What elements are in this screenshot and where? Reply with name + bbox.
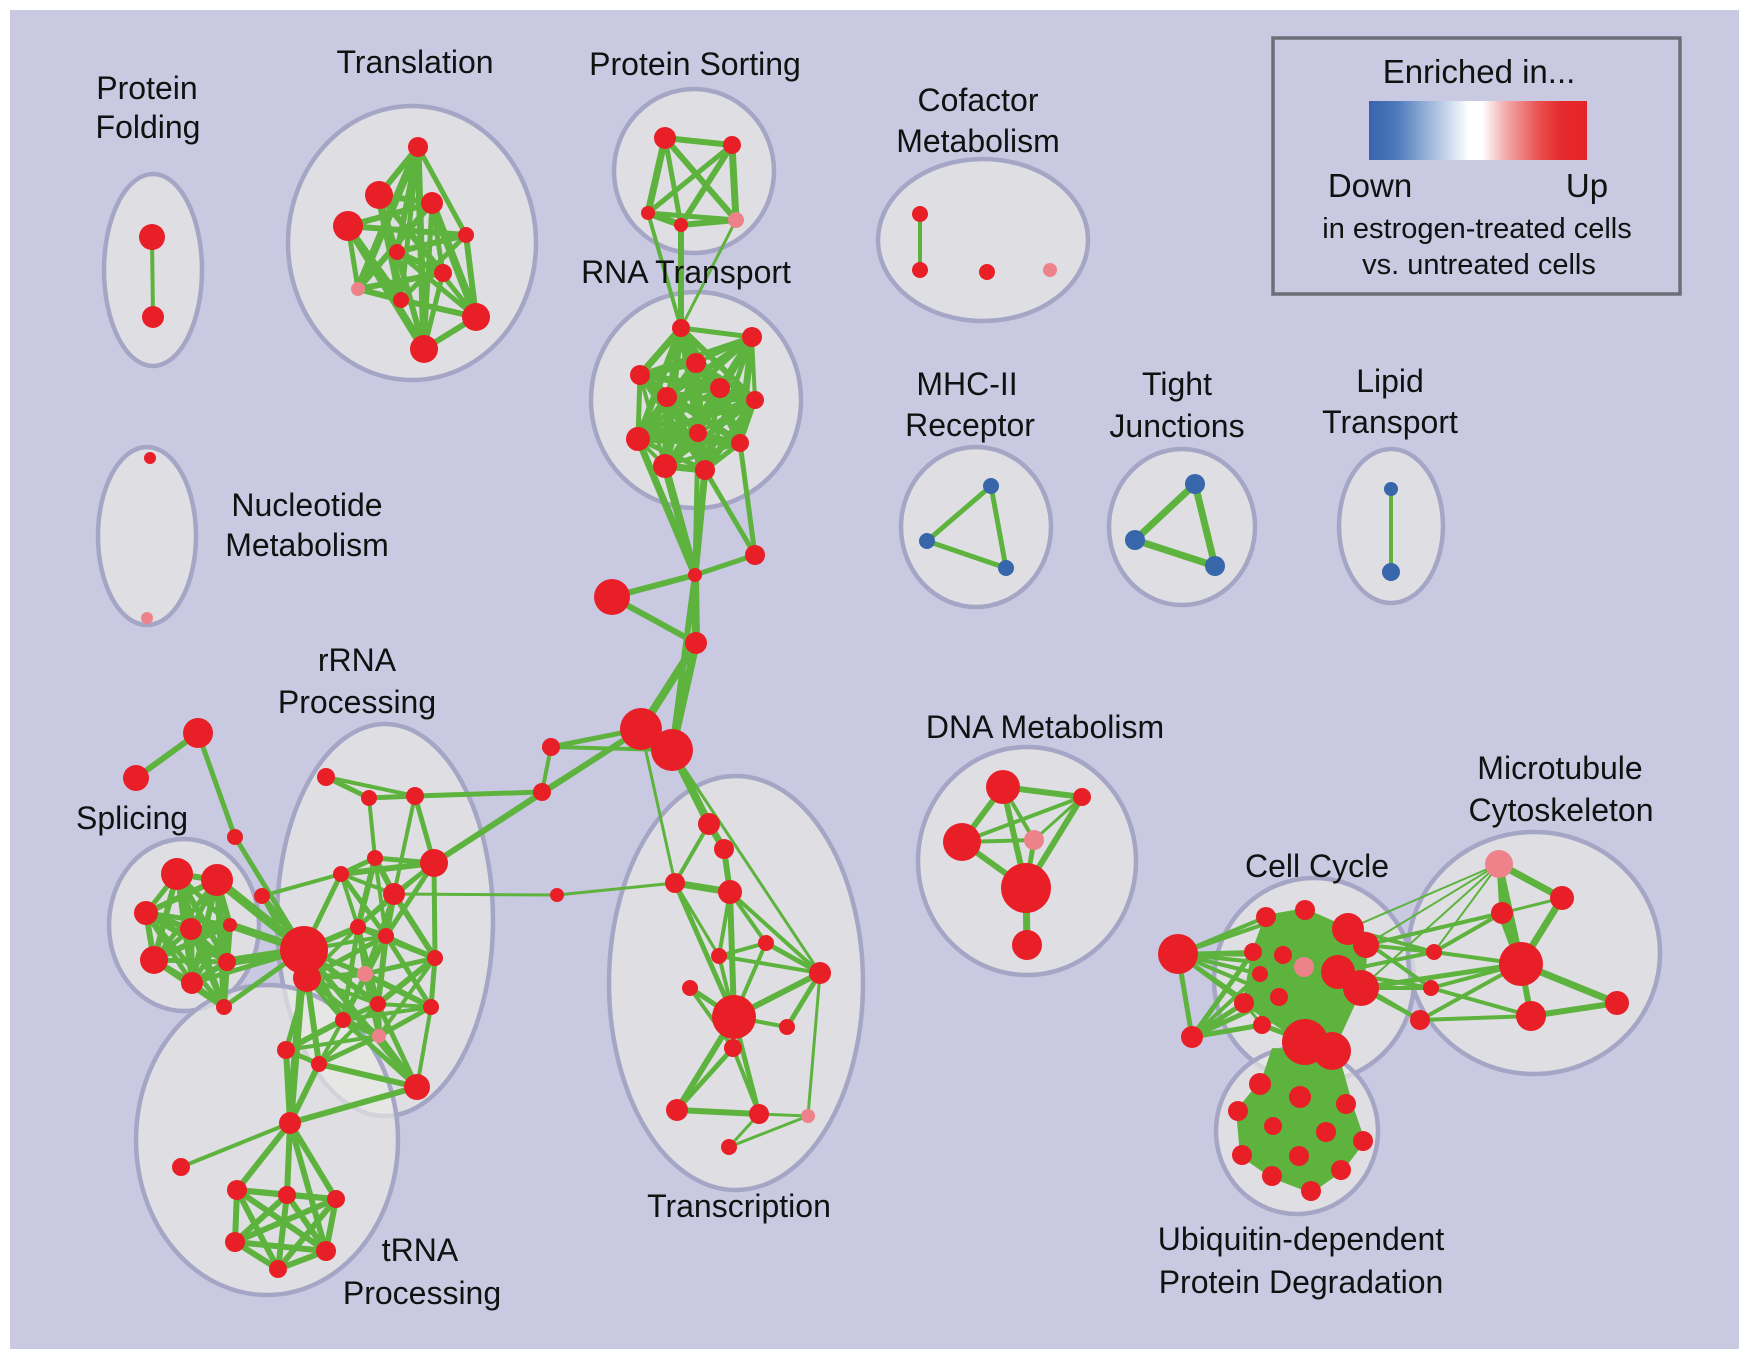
svg-text:Lipid: Lipid — [1356, 363, 1424, 399]
svg-text:Protein Sorting: Protein Sorting — [589, 46, 801, 82]
svg-text:RNA Transport: RNA Transport — [581, 254, 791, 290]
svg-text:Splicing: Splicing — [76, 800, 188, 836]
svg-text:Ubiquitin-dependent: Ubiquitin-dependent — [1158, 1221, 1445, 1257]
svg-text:Metabolism: Metabolism — [896, 123, 1060, 159]
svg-text:in estrogen-treated cells: in estrogen-treated cells — [1322, 213, 1632, 245]
svg-text:Cell Cycle: Cell Cycle — [1245, 848, 1389, 884]
svg-text:Metabolism: Metabolism — [225, 527, 389, 563]
svg-text:Cytoskeleton: Cytoskeleton — [1469, 792, 1654, 828]
svg-text:Enriched in...: Enriched in... — [1383, 53, 1576, 90]
svg-text:tRNA: tRNA — [382, 1232, 459, 1268]
svg-text:Microtubule: Microtubule — [1477, 750, 1642, 786]
svg-text:Up: Up — [1566, 167, 1608, 204]
svg-text:Tight: Tight — [1142, 366, 1212, 402]
svg-text:Processing: Processing — [278, 684, 436, 720]
svg-text:Junctions: Junctions — [1109, 408, 1244, 444]
svg-text:Nucleotide: Nucleotide — [231, 487, 382, 523]
svg-text:DNA Metabolism: DNA Metabolism — [926, 709, 1164, 745]
svg-text:MHC-II: MHC-II — [916, 366, 1017, 402]
svg-text:Translation: Translation — [336, 44, 493, 80]
svg-text:vs. untreated cells: vs. untreated cells — [1362, 249, 1596, 281]
svg-text:Cofactor: Cofactor — [918, 82, 1039, 118]
svg-text:rRNA: rRNA — [318, 642, 397, 678]
svg-text:Down: Down — [1328, 167, 1412, 204]
svg-text:Folding: Folding — [96, 109, 201, 145]
svg-text:Protein: Protein — [96, 70, 197, 106]
svg-text:Receptor: Receptor — [905, 407, 1035, 443]
svg-text:Transcription: Transcription — [647, 1188, 831, 1224]
svg-text:Transport: Transport — [1322, 404, 1458, 440]
svg-text:Protein Degradation: Protein Degradation — [1159, 1264, 1444, 1300]
svg-text:Processing: Processing — [343, 1275, 501, 1311]
